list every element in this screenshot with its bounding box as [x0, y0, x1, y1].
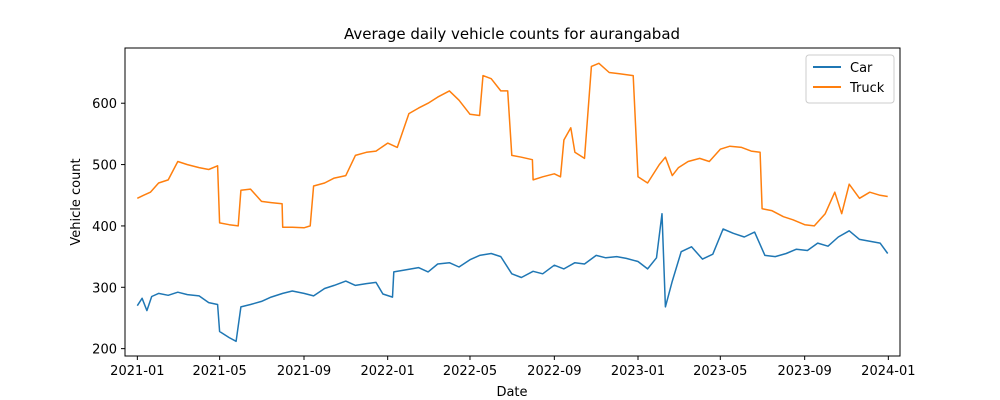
x-tick-label: 2021-09 — [277, 364, 331, 379]
plot-frame — [124, 47, 901, 357]
y-tick-label: 200 — [92, 343, 117, 358]
x-axis: 2021-01 2021-05 2021-09 2022-01 2022-05 2022-… — [110, 356, 916, 379]
y-axis: 200 300 400 500 600 — [92, 97, 125, 358]
x-axis-label: Date — [496, 385, 527, 400]
series-line-car — [136, 212, 889, 343]
x-tick-label: 2024-01 — [861, 364, 915, 379]
legend-label-truck: Truck — [849, 81, 885, 96]
x-tick-label: 2022-01 — [361, 364, 415, 379]
y-tick-label: 500 — [92, 159, 117, 174]
legend-label-car: Car — [850, 61, 873, 76]
x-tick-label: 2023-09 — [778, 364, 832, 379]
legend: Car Truck — [805, 54, 895, 104]
x-tick-label: 2023-01 — [611, 364, 665, 379]
chart-title: Average daily vehicle counts for auranga… — [344, 25, 680, 43]
y-tick-label: 400 — [92, 220, 117, 235]
y-axis-label: Vehicle count — [69, 158, 84, 245]
x-tick-label: 2022-09 — [527, 364, 581, 379]
x-tick-label: 2021-05 — [192, 364, 246, 379]
y-tick-label: 600 — [92, 97, 117, 112]
series-line-truck — [136, 62, 888, 229]
x-tick-label: 2021-01 — [110, 364, 164, 379]
series-layer — [136, 62, 889, 343]
x-tick-label: 2022-05 — [443, 364, 497, 379]
y-tick-label: 300 — [92, 281, 117, 296]
x-tick-label: 2023-05 — [693, 364, 747, 379]
